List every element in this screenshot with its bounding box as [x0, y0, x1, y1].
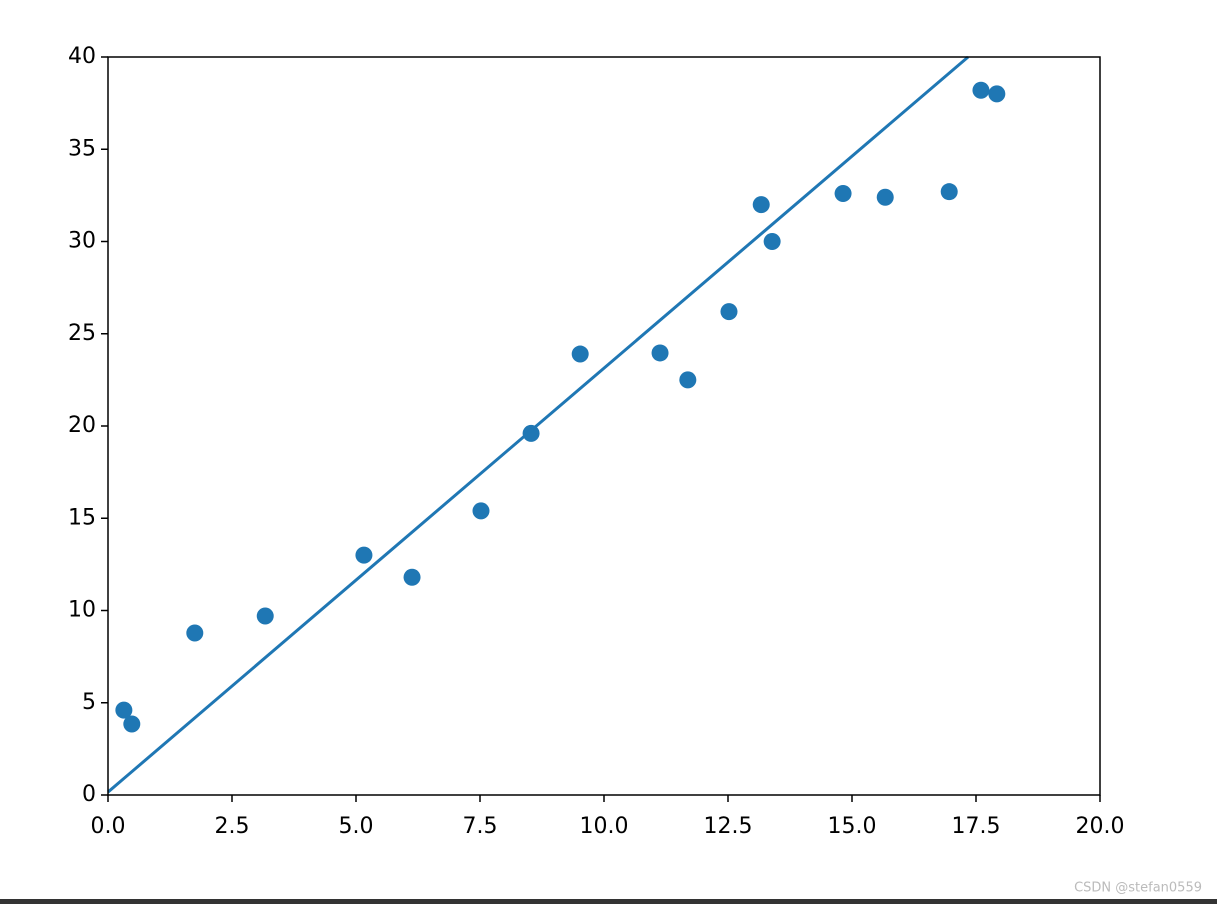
- point: [123, 715, 141, 733]
- y-tick-label: 15: [68, 505, 96, 530]
- point: [651, 344, 669, 362]
- point: [115, 701, 133, 719]
- x-tick-label: 5.0: [339, 814, 374, 839]
- x-tick-label: 10.0: [580, 814, 629, 839]
- point: [186, 624, 204, 642]
- y-tick-label: 30: [68, 229, 96, 254]
- point: [972, 81, 990, 99]
- y-tick-label: 20: [68, 413, 96, 438]
- point: [988, 85, 1006, 103]
- point: [679, 371, 697, 389]
- y-tick-label: 40: [68, 44, 96, 69]
- point: [256, 607, 274, 625]
- x-tick-label: 17.5: [952, 814, 1001, 839]
- x-tick-label: 15.0: [828, 814, 877, 839]
- point: [940, 183, 958, 201]
- x-tick-label: 20.0: [1076, 814, 1125, 839]
- point: [876, 188, 894, 206]
- y-tick-label: 35: [68, 136, 96, 161]
- point: [355, 546, 373, 564]
- watermark: CSDN @stefan0559: [1074, 881, 1202, 896]
- point: [720, 303, 738, 321]
- x-tick-label: 2.5: [215, 814, 250, 839]
- point: [403, 568, 421, 586]
- point: [522, 424, 540, 442]
- point: [834, 185, 852, 203]
- point: [752, 196, 770, 214]
- x-tick-label: 12.5: [704, 814, 753, 839]
- y-tick-label: 0: [82, 782, 96, 807]
- x-tick-label: 7.5: [463, 814, 498, 839]
- point: [763, 233, 781, 250]
- y-tick-label: 25: [68, 321, 96, 346]
- point: [472, 502, 490, 520]
- point: [571, 345, 589, 363]
- bottom-bar: [0, 899, 1217, 904]
- y-tick-label: 10: [68, 598, 96, 623]
- fit-line: [107, 55, 970, 794]
- plot-frame: [107, 56, 1101, 796]
- y-tick-label: 5: [82, 690, 96, 715]
- x-tick-label: 0.0: [91, 814, 126, 839]
